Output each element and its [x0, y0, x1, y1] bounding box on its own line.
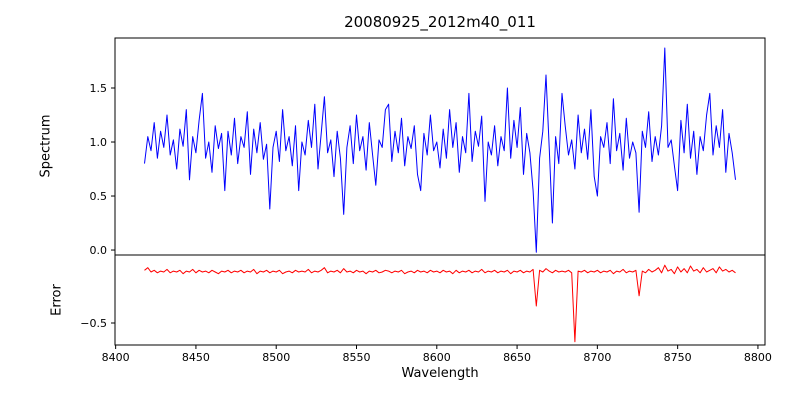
- x-tick-label: 8750: [664, 351, 692, 364]
- y-tick-label: 1.5: [90, 82, 108, 95]
- y-tick-label: 0.5: [90, 190, 108, 203]
- spectrum-line: [144, 47, 736, 253]
- error-line: [144, 264, 736, 343]
- x-tick-label: 8700: [583, 351, 611, 364]
- x-tick-label: 8650: [503, 351, 531, 364]
- chart-title: 20080925_2012m40_011: [344, 13, 536, 31]
- x-tick-label: 8450: [182, 351, 210, 364]
- x-tick-label: 8600: [423, 351, 451, 364]
- x-tick-label: 8500: [262, 351, 290, 364]
- y-axis-label-error: Error: [49, 284, 65, 316]
- y-tick-label: 0.0: [90, 244, 108, 257]
- x-tick-label: 8550: [343, 351, 371, 364]
- error-axes-frame: [114, 254, 766, 346]
- x-tick-label: 8800: [744, 351, 772, 364]
- y-axis-label-spectrum: Spectrum: [38, 114, 54, 178]
- y-tick-label: 1.0: [90, 136, 108, 149]
- x-tick-label: 8400: [102, 351, 130, 364]
- y-tick-label: −0.5: [80, 317, 107, 330]
- x-axis-label: Wavelength: [401, 366, 479, 381]
